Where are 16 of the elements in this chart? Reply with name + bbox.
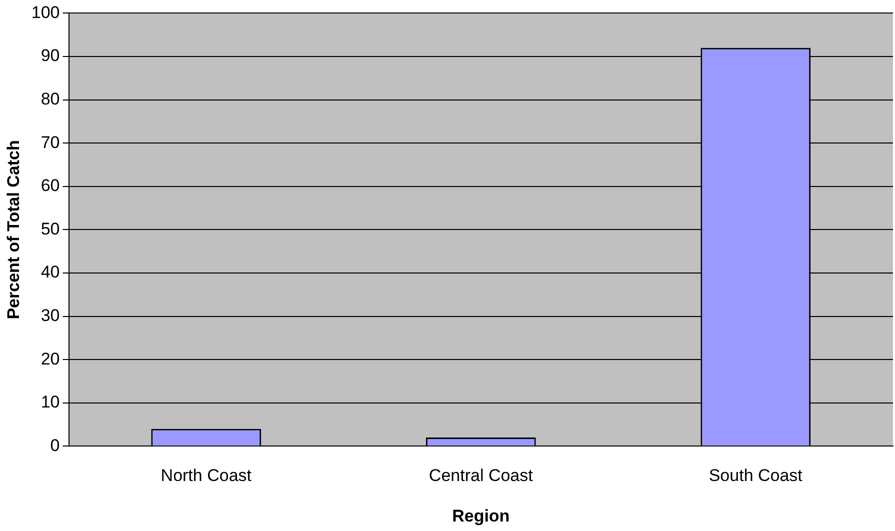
y-tick-label: 50 xyxy=(40,219,60,238)
y-tick-label: 20 xyxy=(40,349,60,368)
y-tick-label: 30 xyxy=(40,306,60,325)
y-tick-label: 70 xyxy=(40,132,60,152)
y-tick-label: 100 xyxy=(31,2,60,22)
y-axis-title: Percent of Total Catch xyxy=(4,140,23,320)
y-tick-label: 80 xyxy=(40,89,60,108)
y-tick-label: 0 xyxy=(50,436,60,455)
y-tick-label: 90 xyxy=(40,46,60,66)
y-tick-label: 40 xyxy=(40,262,60,282)
x-tick-label: North Coast xyxy=(160,466,252,486)
x-axis-title: Region xyxy=(452,506,510,526)
y-tick-label: 10 xyxy=(40,392,60,412)
x-tick-label: Central Coast xyxy=(428,466,534,486)
y-tick-label: 60 xyxy=(40,176,60,196)
x-tick-label: South Coast xyxy=(708,466,803,486)
